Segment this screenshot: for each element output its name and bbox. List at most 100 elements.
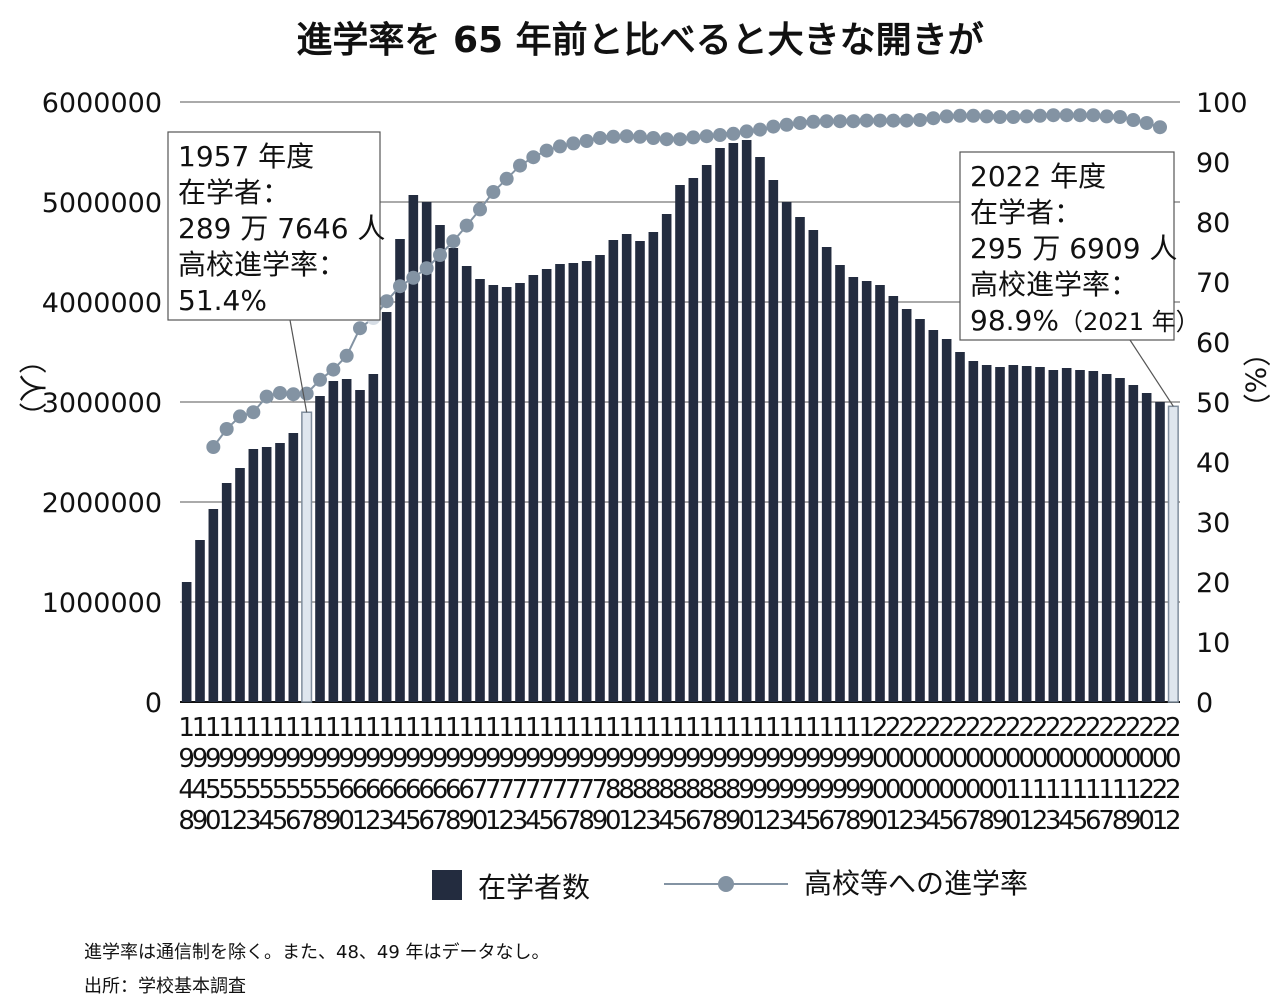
callout-line: 在学者： [970, 196, 1082, 229]
rate-point [1086, 108, 1101, 123]
rate-point [819, 114, 834, 129]
right-axis-label: （%） [1239, 339, 1272, 422]
bar [475, 279, 485, 702]
left-tick-label: 1000000 [42, 588, 162, 619]
rate-point [926, 111, 941, 126]
bar [821, 247, 832, 702]
bar [928, 330, 939, 702]
right-axis: 0 10 20 30 40 50 60 70 80 90 100 [1196, 88, 1248, 719]
bar [461, 266, 472, 702]
bar [715, 148, 725, 702]
legend-line-marker [718, 876, 734, 892]
rate-point [966, 108, 981, 123]
rate-point [353, 321, 367, 336]
rate-point [206, 440, 221, 454]
rate-point [419, 261, 434, 276]
left-tick-label: 6000000 [42, 88, 162, 119]
rate-point [473, 202, 487, 217]
rate-point [886, 113, 901, 128]
bar [248, 449, 259, 702]
callout-leader [1129, 339, 1174, 407]
right-tick-label: 10 [1196, 628, 1230, 659]
bar [955, 352, 965, 702]
callout-leader [289, 319, 308, 413]
bar [568, 263, 579, 702]
rate-point [993, 110, 1007, 124]
rate-point [446, 234, 461, 249]
legend: 在学者数 高校等への進学率 [432, 867, 1028, 904]
rate-point [233, 409, 247, 424]
bar [635, 241, 645, 702]
rate-point [1033, 108, 1047, 123]
bar [1021, 366, 1032, 702]
bar [1061, 368, 1072, 702]
callout-line: 98.9%（2021 年） [970, 304, 1200, 337]
rate-point [579, 134, 594, 148]
legend-line-label: 高校等への進学率 [804, 867, 1028, 900]
bar [501, 287, 512, 702]
bar [421, 202, 432, 702]
right-tick-label: 40 [1196, 448, 1230, 479]
bar [768, 180, 779, 702]
bar [835, 265, 845, 702]
bar [581, 261, 592, 702]
rate-point [1046, 108, 1061, 123]
rate-point [899, 113, 914, 128]
bar [995, 367, 1005, 702]
rate-point [1139, 116, 1154, 130]
right-tick-label: 100 [1196, 88, 1248, 119]
rate-point [619, 129, 634, 144]
rate-point [859, 113, 874, 128]
right-tick-label: 50 [1196, 388, 1230, 419]
bar [1075, 370, 1085, 702]
rate-point [219, 422, 234, 436]
rate-point [406, 270, 421, 285]
bar [195, 540, 205, 702]
bar [341, 379, 352, 702]
rate-point [753, 122, 767, 137]
rate-point [673, 132, 687, 147]
rate-point [326, 362, 341, 377]
bar [541, 269, 552, 702]
bar [315, 396, 325, 702]
callout-line: 51.4% [178, 284, 267, 317]
rate-point [793, 116, 807, 130]
rate-point [433, 248, 447, 262]
right-tick-label: 0 [1196, 688, 1213, 719]
chart-title: 進学率を 65 年前と比べると大きな開きが [296, 19, 983, 61]
rate-point [593, 131, 607, 145]
left-tick-label: 0 [145, 688, 162, 719]
bar [235, 468, 245, 702]
rate-point [846, 114, 861, 129]
source-note: 出所：学校基本調査 [84, 976, 246, 997]
rate-point [1006, 110, 1021, 124]
rate-point [659, 132, 674, 147]
bar [288, 433, 299, 702]
